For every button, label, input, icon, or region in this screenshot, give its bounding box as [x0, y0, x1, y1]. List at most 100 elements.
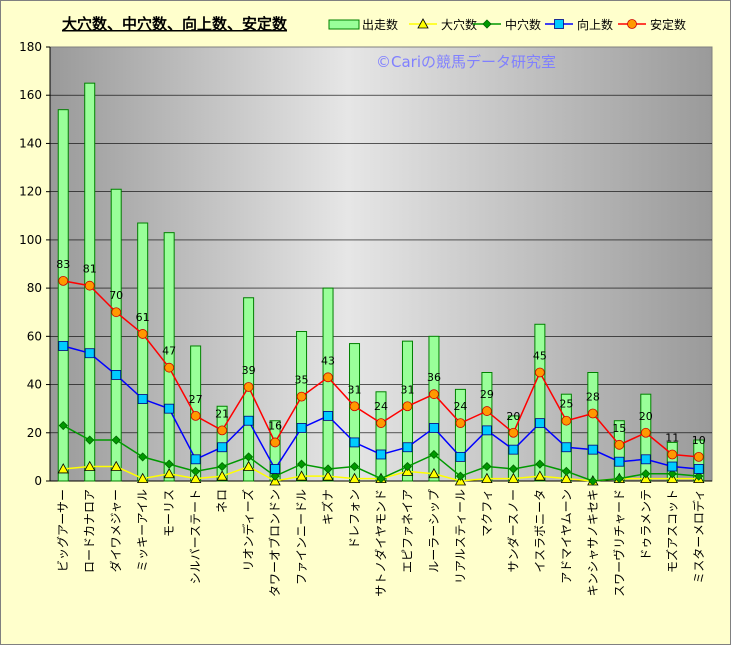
- y-tick-label: 120: [19, 185, 42, 199]
- legend-label: 安定数: [650, 17, 686, 32]
- circle-marker: [323, 372, 333, 383]
- circle-marker: [111, 307, 122, 318]
- x-tick-label: タワーオブロンドン: [267, 489, 282, 597]
- square-marker: [190, 454, 201, 465]
- data-label: 31: [348, 383, 362, 396]
- diamond-marker: [85, 435, 95, 445]
- triangle-marker: [534, 470, 546, 481]
- triangle-marker: [417, 18, 429, 29]
- data-label: 47: [162, 345, 176, 358]
- data-label: 11: [665, 431, 679, 444]
- square-marker: [376, 449, 386, 460]
- square-marker: [667, 461, 678, 472]
- y-tick-label: 160: [19, 88, 42, 102]
- diamond-marker: [535, 459, 545, 469]
- circle-marker: [614, 439, 625, 450]
- bar: [349, 343, 361, 482]
- data-label: 31: [400, 383, 414, 396]
- square-marker: [58, 341, 69, 351]
- diamond-marker: [561, 466, 571, 476]
- y-tick-label: 20: [27, 426, 42, 440]
- circle-marker: [429, 389, 439, 400]
- circle-marker: [164, 362, 175, 373]
- data-label: 10: [692, 434, 706, 447]
- diamond-marker: [296, 459, 307, 469]
- x-tick-label: ミッキーアイル: [136, 489, 150, 572]
- legend-label: 向上数: [577, 17, 613, 32]
- x-tick-label: アドマイヤムーン: [559, 489, 573, 584]
- legend-label: 出走数: [362, 17, 398, 32]
- data-label: 39: [242, 364, 256, 377]
- x-tick-label: ファインニードル: [295, 489, 309, 585]
- data-label: 24: [453, 400, 467, 413]
- circle-marker: [667, 449, 678, 460]
- data-label: 15: [612, 422, 626, 435]
- diamond-marker: [429, 449, 439, 460]
- y-tick-label: 180: [19, 40, 42, 54]
- square-marker: [561, 442, 572, 453]
- triangle-marker: [507, 472, 520, 483]
- circle-marker: [376, 418, 386, 429]
- square-marker: [217, 442, 228, 453]
- triangle-marker: [57, 463, 69, 474]
- diamond-marker: [641, 469, 651, 479]
- circle-marker: [270, 437, 280, 448]
- square-marker: [482, 425, 492, 436]
- square-marker: [349, 437, 360, 448]
- data-label: 21: [215, 407, 229, 420]
- square-marker: [508, 444, 519, 455]
- legend-label: 中穴数: [505, 17, 541, 32]
- legend-label: 大穴数: [441, 17, 477, 32]
- square-marker: [587, 444, 598, 455]
- x-tick-label: リアルスティール: [453, 489, 467, 584]
- x-tick-label: ネロ: [215, 489, 229, 513]
- square-marker: [111, 370, 122, 380]
- x-tick-label: ロードカナロア: [83, 489, 97, 573]
- x-tick-label: イスラボニータ: [533, 489, 547, 573]
- square-marker: [137, 394, 148, 404]
- y-tick-label: 80: [27, 281, 42, 295]
- data-label: 45: [533, 350, 547, 363]
- x-tick-label: キズナ: [320, 489, 335, 525]
- circle-marker: [84, 280, 95, 291]
- circle-marker: [561, 415, 572, 426]
- square-marker: [270, 464, 280, 474]
- bar: [163, 232, 175, 482]
- data-label: 36: [427, 371, 441, 384]
- circle-marker: [482, 406, 492, 416]
- data-label: 27: [189, 393, 203, 406]
- legend: 出走数 大穴数 中穴数 向上数 安定数: [328, 17, 686, 32]
- data-label: 83: [56, 258, 70, 271]
- circle-marker: [627, 19, 637, 29]
- diamond-marker: [58, 420, 68, 431]
- bar: [534, 323, 546, 482]
- triangle-marker: [84, 460, 96, 471]
- bar: [322, 287, 334, 482]
- x-tick-label: ルーラーシップ: [427, 489, 441, 573]
- circle-marker: [190, 410, 201, 421]
- data-label: 25: [559, 398, 573, 411]
- square-marker: [554, 19, 564, 29]
- data-label: 70: [109, 289, 123, 302]
- x-tick-label: サトノダイヤモンド: [373, 489, 388, 597]
- x-tick-label: ミスターメロディ: [691, 489, 706, 584]
- data-label: 61: [136, 311, 150, 324]
- circle-marker: [58, 275, 69, 286]
- square-marker: [455, 451, 466, 462]
- triangle-marker: [428, 467, 440, 479]
- circle-marker: [534, 367, 545, 378]
- data-label: 81: [83, 263, 97, 276]
- y-tick-label: 0: [34, 474, 42, 488]
- diamond-marker: [588, 476, 598, 486]
- circle-marker: [217, 425, 228, 436]
- x-tick-label: サンダースノー: [505, 489, 520, 572]
- bar: [428, 335, 440, 482]
- chart-title: 大穴数、中穴数、向上数、安定数: [62, 15, 288, 33]
- x-tick-label: マクフィ: [480, 489, 494, 537]
- circle-marker: [455, 418, 466, 429]
- diamond-marker: [244, 452, 254, 462]
- y-tick-label: 140: [19, 136, 42, 150]
- diamond-marker: [191, 466, 201, 476]
